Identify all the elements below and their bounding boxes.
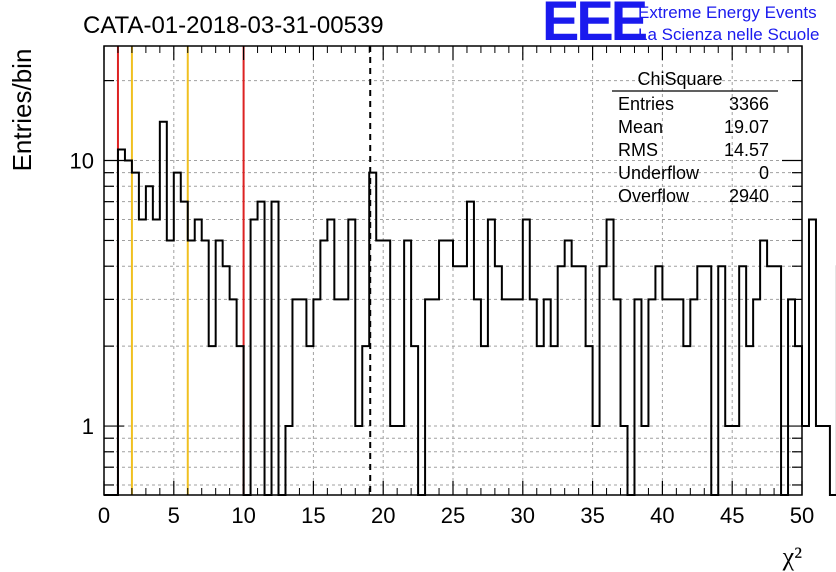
plot-title: CATA-01-2018-03-31-00539 xyxy=(83,12,384,39)
y-axis-title: Entries/bin xyxy=(7,49,37,172)
axis-ticks: 0 5 10 15 20 25 30 35 40 45 50 1 10 xyxy=(70,46,814,528)
x-tick-label: 40 xyxy=(650,503,674,528)
logo-line2: La Scienza nelle Scuole xyxy=(638,25,819,44)
stats-label-mean: Mean xyxy=(618,117,663,137)
stats-box-title: ChiSquare xyxy=(637,69,722,89)
y-tick-label: 1 xyxy=(82,414,94,439)
y-tick-label: 10 xyxy=(70,149,94,174)
logo-line1: Extreme Energy Events xyxy=(638,3,817,22)
x-tick-label: 45 xyxy=(720,503,744,528)
logo-mark: EEE xyxy=(542,0,647,52)
stats-label-rms: RMS xyxy=(618,140,658,160)
x-tick-label: 25 xyxy=(441,503,465,528)
stats-label-underflow: Underflow xyxy=(618,163,700,183)
stats-value-entries: 3366 xyxy=(729,94,769,114)
eee-logo: EEE Extreme Energy Events La Scienza nel… xyxy=(542,0,819,52)
x-tick-label: 50 xyxy=(790,503,814,528)
x-tick-label: 20 xyxy=(371,503,395,528)
x-tick-label: 0 xyxy=(98,503,110,528)
x-tick-label: 10 xyxy=(231,503,255,528)
x-tick-label: 5 xyxy=(168,503,180,528)
stats-label-overflow: Overflow xyxy=(618,186,690,206)
stats-value-overflow: 2940 xyxy=(729,186,769,206)
histogram-outline xyxy=(104,120,836,496)
x-axis-title: χ² xyxy=(782,542,803,571)
stats-value-underflow: 0 xyxy=(759,163,769,183)
stats-label-entries: Entries xyxy=(618,94,674,114)
grid xyxy=(104,46,802,495)
stats-value-mean: 19.07 xyxy=(724,117,769,137)
x-tick-label: 15 xyxy=(301,503,325,528)
x-tick-label: 35 xyxy=(580,503,604,528)
stats-box: ChiSquare Entries 3366 Mean 19.07 RMS 14… xyxy=(612,69,778,206)
stats-value-rms: 14.57 xyxy=(724,140,769,160)
x-tick-label: 30 xyxy=(511,503,535,528)
